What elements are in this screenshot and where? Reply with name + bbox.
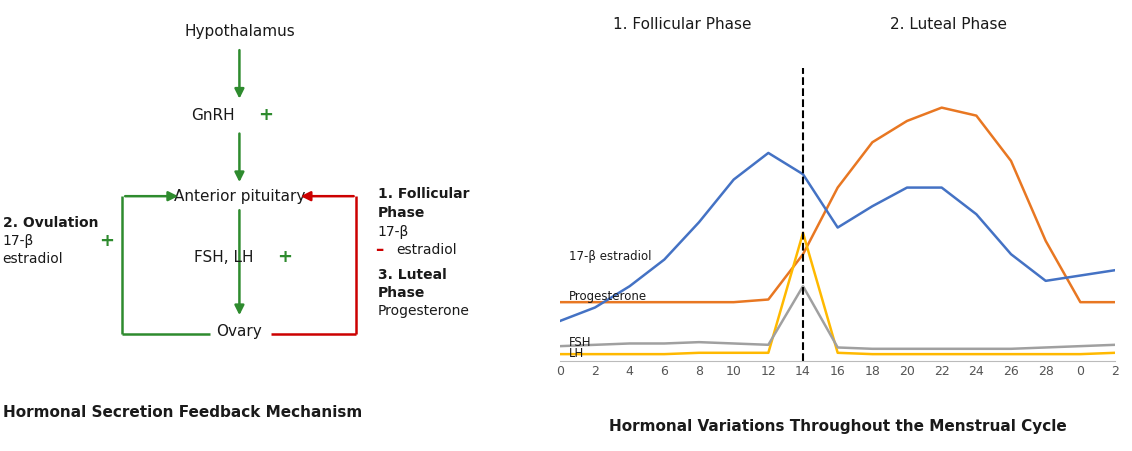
Text: 2. Luteal Phase: 2. Luteal Phase [890,17,1007,32]
Text: Phase: Phase [378,286,426,300]
Text: Hypothalamus: Hypothalamus [185,24,294,39]
Text: 17-β estradiol: 17-β estradiol [569,250,652,263]
Text: Anterior pituitary: Anterior pituitary [173,189,306,204]
Text: GnRH: GnRH [191,107,235,123]
Text: Hormonal Variations Throughout the Menstrual Cycle: Hormonal Variations Throughout the Menst… [609,419,1066,434]
Text: LH: LH [569,347,584,360]
Text: FSH: FSH [569,336,592,349]
Text: Progesterone: Progesterone [378,304,470,318]
Text: Progesterone: Progesterone [569,290,648,304]
Text: 1. Follicular: 1. Follicular [378,187,470,201]
Text: +: + [277,248,292,266]
Text: +: + [258,106,274,124]
Text: –: – [375,241,384,259]
Text: 2. Ovulation: 2. Ovulation [2,216,98,230]
Text: Hormonal Secretion Feedback Mechanism: Hormonal Secretion Feedback Mechanism [2,405,362,420]
Text: 17-β: 17-β [378,225,409,239]
Text: 3. Luteal: 3. Luteal [378,268,446,282]
Text: estradiol: estradiol [2,252,63,267]
Text: Ovary: Ovary [216,324,263,339]
Text: Phase: Phase [378,206,426,220]
Text: 17-β: 17-β [2,234,34,249]
Text: FSH, LH: FSH, LH [195,249,254,265]
Text: estradiol: estradiol [396,243,457,258]
Text: 1. Follicular Phase: 1. Follicular Phase [614,17,752,32]
Text: +: + [98,232,114,250]
